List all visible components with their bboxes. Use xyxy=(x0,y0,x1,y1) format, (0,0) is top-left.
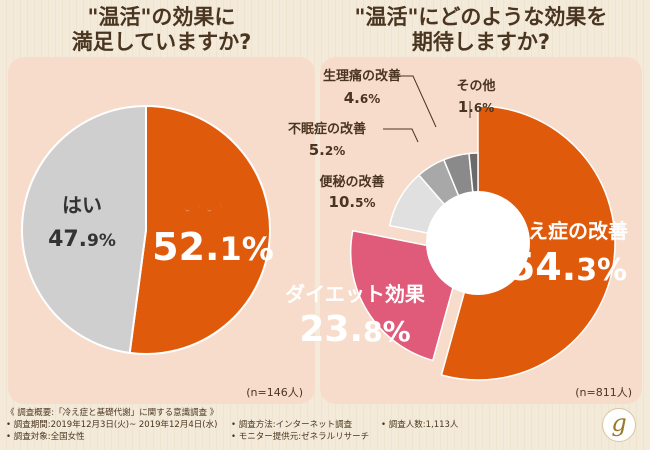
left-slice-label-yes: はい xyxy=(62,193,102,217)
left-slice-value-no: 52.1% xyxy=(152,225,274,269)
right-slice-label-cold: 冷え症の改善 xyxy=(508,219,628,243)
right-title-line1: "温活"にどのような効果を xyxy=(354,5,608,29)
left-title-line2: 満足していますか? xyxy=(71,30,252,54)
footnote-method: • 調査方法:インターネット調査 xyxy=(231,420,353,430)
right-title-line2: 期待しますか? xyxy=(411,30,551,54)
right-chart-title: "温活"にどのような効果を 期待しますか? xyxy=(320,5,642,55)
footnote-period: • 調査期間:2019年12月3日(火)~ 2019年12月4日(水) xyxy=(6,420,218,430)
right-slice-value-3: 5.2% xyxy=(309,141,346,159)
right-slice-label-2: 便秘の改善 xyxy=(319,174,384,190)
logo-glyph: g xyxy=(611,409,627,437)
right-slice-value-diet: 23.8% xyxy=(299,309,410,350)
left-title-line1: "温活"の効果に xyxy=(87,5,236,29)
leader-line-3 xyxy=(383,128,419,143)
brand-logo: g xyxy=(602,408,636,442)
right-slice-label-5: その他 xyxy=(456,78,495,94)
left-chart-title: "温活"の効果に 満足していますか? xyxy=(8,5,315,55)
right-slice-value-4: 4.6% xyxy=(344,89,381,107)
footnote-title: 《 調査概要:「冷え症と基礎代謝」に関する意識調査 》 xyxy=(6,408,219,418)
left-slice-value-yes: 47.9% xyxy=(48,227,116,252)
footnote-target: • 調査対象:全国女性 xyxy=(6,432,85,442)
left-pie-slice-1 xyxy=(21,104,147,355)
right-slice-value-cold: 54.3% xyxy=(509,245,627,289)
left-n-label: (n=146人) xyxy=(246,386,303,399)
left-slice-label-no: いいえ xyxy=(180,193,246,218)
leader-line-4 xyxy=(395,75,437,128)
right-slice-label-diet: ダイエット効果 xyxy=(285,282,425,306)
right-slice-label-4: 生理痛の改善 xyxy=(323,68,401,84)
donut-hole xyxy=(426,191,530,295)
footnote-count: • 調査人数:1,113人 xyxy=(381,420,459,430)
right-slice-value-2: 10.5% xyxy=(329,193,376,211)
footnote-provider: • モニター提供元:ゼネラルリサーチ xyxy=(231,432,370,442)
right-n-label: (n=811人) xyxy=(575,386,632,399)
right-slice-value-5: 1.6% xyxy=(458,98,495,116)
right-slice-label-3: 不眠症の改善 xyxy=(288,121,366,137)
survey-footnote: 《 調査概要:「冷え症と基礎代謝」に関する意識調査 》 • 調査期間:2019年… xyxy=(6,407,596,443)
left-pie-slice-0 xyxy=(128,104,271,355)
